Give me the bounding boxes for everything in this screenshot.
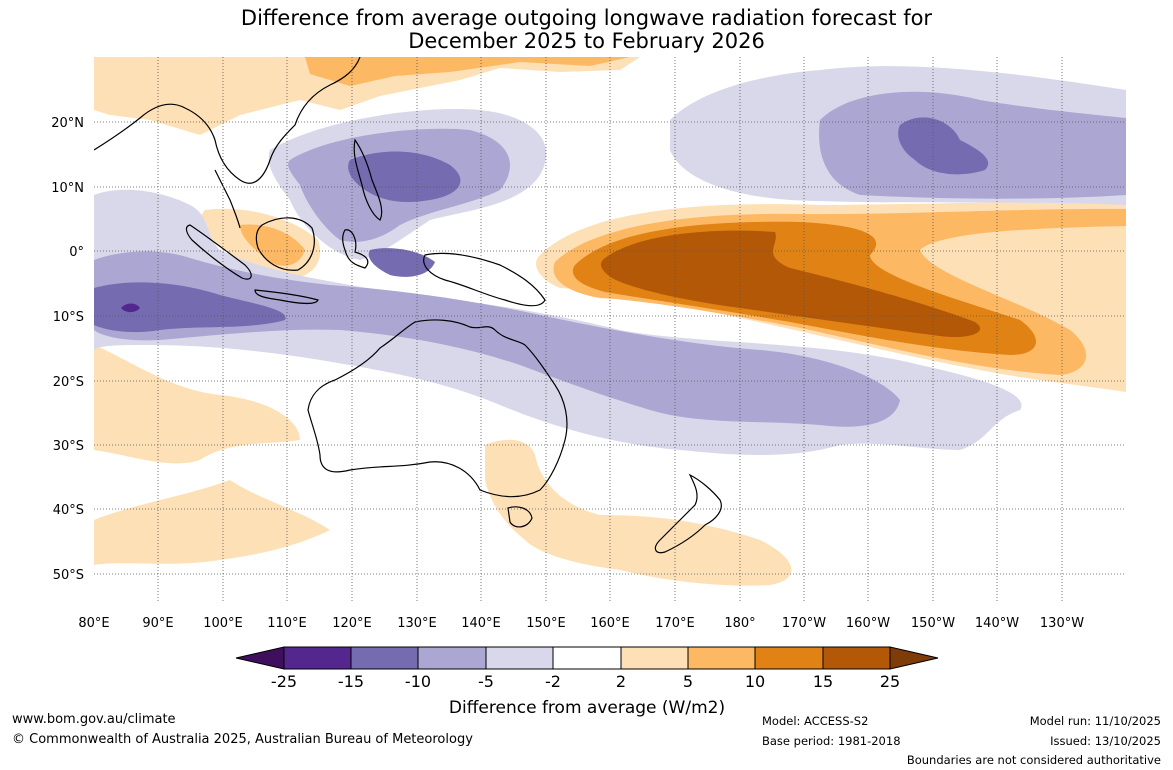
colorbar-tick-label: -2 bbox=[545, 672, 561, 691]
anomaly-region-indian-ocean-negative-strong bbox=[94, 282, 286, 333]
lat-label: 0° bbox=[69, 245, 84, 260]
lat-label: 20°S bbox=[53, 375, 84, 390]
lon-label: 130°W bbox=[1040, 616, 1084, 631]
lon-label: 140°E bbox=[461, 616, 501, 631]
coastline-malay-peninsula bbox=[214, 169, 241, 229]
anomaly-region-asia-north-positive-strong bbox=[305, 57, 630, 86]
coastline-borneo bbox=[255, 217, 315, 271]
colorbar-extend-max bbox=[889, 646, 939, 670]
coastline-philippines bbox=[353, 138, 383, 221]
anomaly-region-tasman-positive bbox=[485, 439, 792, 586]
colorbar-segment bbox=[350, 646, 419, 670]
title-line-2: December 2025 to February 2026 bbox=[408, 29, 765, 53]
lon-label: 160°W bbox=[846, 616, 890, 631]
footer-copyright: © Commonwealth of Australia 2025, Austra… bbox=[12, 732, 473, 747]
anomaly-region-coral-sea-negative-strong bbox=[368, 248, 435, 277]
lon-label: 140°W bbox=[975, 616, 1019, 631]
colorbar-tick-label: 2 bbox=[616, 672, 626, 691]
colorbar-segment bbox=[754, 646, 824, 670]
footer-base-period: Base period: 1981-2018 bbox=[762, 734, 901, 748]
colorbar-tick-label: 10 bbox=[745, 672, 765, 691]
colorbar: -25 -15 -10 -5 -2 2 5 10 15 25 Differenc… bbox=[235, 646, 939, 718]
anomaly-region-indian-ocean-negative-very-strong bbox=[121, 303, 140, 313]
colorbar-segment bbox=[620, 646, 689, 670]
colorbar-segment bbox=[822, 646, 891, 670]
colorbar-tick-label: 5 bbox=[683, 672, 693, 691]
lon-label: 130°E bbox=[397, 616, 437, 631]
colorbar-tick-label: -25 bbox=[271, 672, 297, 691]
lat-label: 30°S bbox=[53, 439, 84, 454]
colorbar-segment bbox=[687, 646, 756, 670]
lon-label: 120°E bbox=[332, 616, 372, 631]
lat-label: 10°S bbox=[53, 310, 84, 325]
anomaly-region-north-pacific-negative-moderate bbox=[819, 91, 1126, 199]
colorbar-segment bbox=[283, 646, 352, 670]
lon-label: 150°W bbox=[911, 616, 955, 631]
anomaly-region-asia-north-positive bbox=[94, 57, 640, 135]
coastline-tasmania bbox=[507, 506, 533, 528]
lon-label: 150°E bbox=[526, 616, 566, 631]
title-line-1: Difference from average outgoing longwav… bbox=[240, 6, 933, 30]
coastline-new-guinea bbox=[423, 252, 546, 307]
colorbar-extend-min bbox=[235, 646, 285, 670]
longitude-labels: 80°E 90°E 100°E 110°E 120°E 130°E 140°E … bbox=[78, 616, 1084, 631]
footer-disclaimer: Boundaries are not considered authoritat… bbox=[906, 753, 1161, 767]
coastline-sumatra bbox=[185, 224, 252, 280]
anomaly-region-indian-ocean-south-positive bbox=[94, 480, 330, 565]
footer-model: Model: ACCESS-S2 bbox=[762, 714, 869, 728]
colorbar-segment bbox=[417, 646, 487, 670]
colorbar-tick-label: -10 bbox=[405, 672, 431, 691]
lon-label: 110°E bbox=[267, 616, 307, 631]
anomaly-field bbox=[94, 57, 1126, 603]
colorbar-tick-label: 25 bbox=[880, 672, 900, 691]
lon-label: 180° bbox=[724, 616, 755, 631]
lon-label: 100°E bbox=[203, 616, 243, 631]
graticule bbox=[94, 57, 1126, 603]
lon-label: 80°E bbox=[78, 616, 109, 631]
footer-model-run: Model run: 11/10/2025 bbox=[1029, 714, 1161, 728]
colorbar-tick-label: -5 bbox=[478, 672, 494, 691]
footer-issued: Issued: 13/10/2025 bbox=[1050, 734, 1161, 748]
colorbar-tick-label: 15 bbox=[813, 672, 833, 691]
lat-label: 40°S bbox=[53, 503, 84, 518]
lon-label: 90°E bbox=[142, 616, 173, 631]
lat-label: 50°S bbox=[53, 568, 84, 583]
coastline-java bbox=[254, 289, 319, 304]
anomaly-region-pacific-positive-very-strong bbox=[600, 230, 981, 338]
coastline-sulawesi bbox=[342, 229, 369, 269]
colorbar-title: Difference from average (W/m2) bbox=[449, 698, 725, 718]
colorbar-tick-label: -15 bbox=[338, 672, 364, 691]
footer-url: www.bom.gov.au/climate bbox=[12, 712, 176, 727]
coastlines bbox=[94, 57, 722, 554]
coastline-australia bbox=[307, 319, 568, 498]
latitude-labels: 20°N 10°N 0° 10°S 20°S 30°S 40°S 50°S bbox=[51, 116, 84, 583]
lon-label: 170°W bbox=[782, 616, 826, 631]
lon-label: 170°E bbox=[655, 616, 695, 631]
anomaly-region-indian-ocean-positive bbox=[94, 345, 300, 464]
coastline-new-zealand bbox=[654, 473, 722, 554]
anomaly-region-north-pacific-negative-strong bbox=[898, 117, 989, 175]
lat-label: 20°N bbox=[51, 116, 84, 131]
coastline-asia-mainland bbox=[94, 57, 361, 184]
colorbar-segment bbox=[485, 646, 554, 670]
lon-label: 160°E bbox=[590, 616, 630, 631]
colorbar-segment bbox=[552, 646, 622, 670]
lat-label: 10°N bbox=[51, 181, 84, 196]
